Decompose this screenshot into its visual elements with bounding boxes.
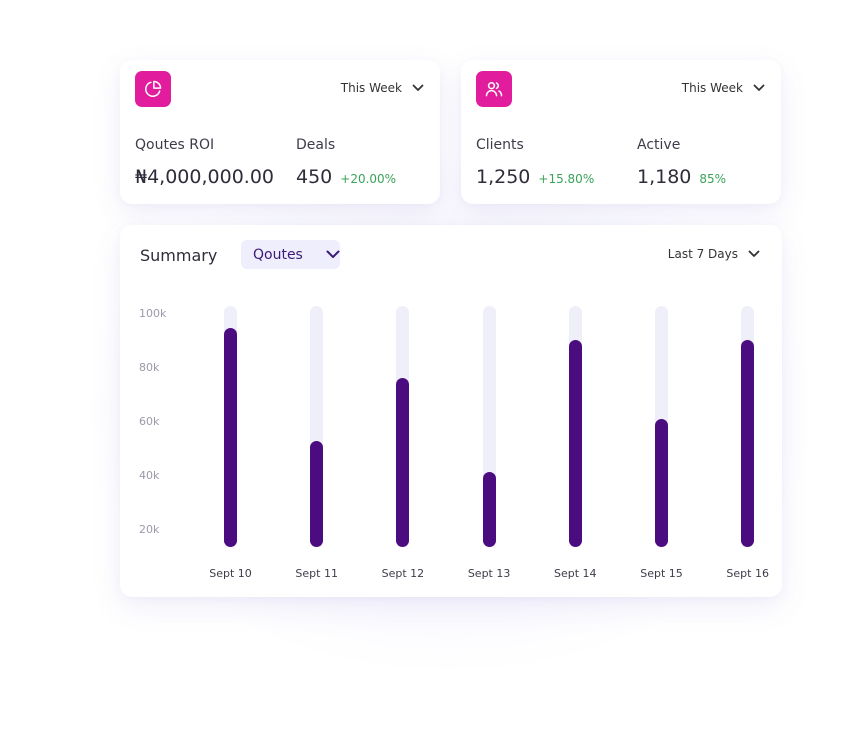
bar[interactable] [741,339,755,547]
y-tick-label: 80k [139,361,160,374]
metric-number: 450 [296,166,333,188]
metric-delta: +20.00% [340,172,397,186]
summary-title: Summary [140,246,218,265]
x-tick-label: Sept 10 [209,567,252,580]
bar[interactable] [310,440,324,547]
period-dropdown[interactable]: This Week [682,81,765,95]
x-tick-label: Sept 15 [640,567,683,580]
x-tick-label: Sept 11 [295,567,338,580]
metric-number: ₦4,000,000.00 [135,166,275,188]
metric-label: Qoutes ROI [135,137,215,153]
period-dropdown[interactable]: This Week [341,81,424,95]
bar[interactable] [568,339,582,547]
bar[interactable] [482,472,496,547]
quotes-deals-card: This Week Qoutes ROI ₦4,000,000.00 Deals… [120,60,440,204]
y-tick-label: 100k [139,307,167,320]
x-tick-label: Sept 12 [381,567,425,580]
bar[interactable] [224,327,237,547]
y-tick-label: 20k [139,523,160,536]
chevron-down-icon [412,84,424,91]
metric-label: Active [637,137,681,153]
chevron-down-icon [748,250,760,257]
pie-chart-icon [135,71,171,107]
metric-value: ₦4,000,000.00 [135,166,274,188]
x-tick-label: Sept 14 [554,567,597,580]
y-tick-label: 40k [139,469,160,482]
metric-label: Deals [296,137,336,153]
metric-label: Clients [476,137,524,153]
metric-number: 1,250 [476,166,531,188]
period-label: This Week [340,81,402,95]
metric-select-value: Qoutes [253,246,303,263]
x-tick-label: Sept 13 [467,567,511,580]
bar[interactable] [655,419,668,547]
y-tick-label: 60k [139,415,160,428]
metric-value: 1,180 85% [637,166,726,188]
users-icon [476,71,512,107]
metric-select[interactable]: Qoutes [241,240,340,269]
x-tick-label: Sept 16 [726,567,769,580]
range-dropdown[interactable]: Last 7 Days [668,247,760,261]
bar[interactable] [396,378,410,547]
metric-value: 450 +20.00% [296,166,396,188]
metric-number: 1,180 [637,166,692,188]
summary-card: Summary Qoutes Last 7 Days 100k 80k 60k 40k… [120,225,782,597]
metric-value: 1,250 +15.80% [476,166,594,188]
chevron-down-icon [753,84,765,91]
chevron-down-icon [326,250,340,258]
period-label: This Week [681,81,743,95]
range-label: Last 7 Days [667,247,738,261]
metric-delta: 85% [699,172,727,186]
clients-active-card: This Week Clients 1,250 +15.80% Active 1… [461,60,781,204]
metric-delta: +15.80% [538,172,595,186]
